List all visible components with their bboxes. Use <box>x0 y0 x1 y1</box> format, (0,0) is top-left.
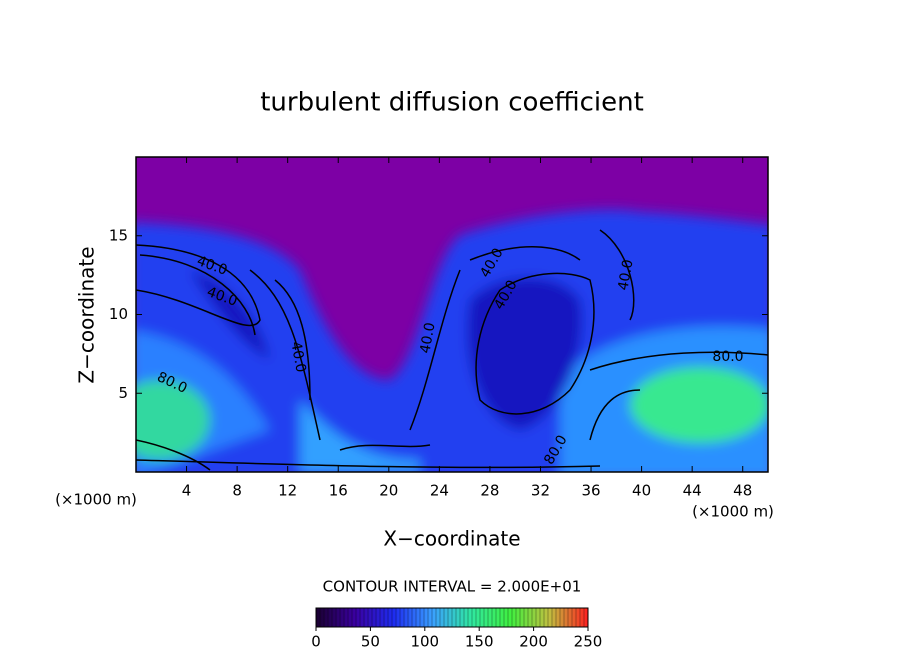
colorbar-tick-label: 150 <box>465 633 494 651</box>
y-tick-label: 5 <box>118 384 128 402</box>
colorbar-tick-label: 50 <box>361 633 380 651</box>
x-tick-label: 36 <box>581 482 600 500</box>
contour-field <box>136 157 768 472</box>
contour-label: 80.0 <box>712 349 743 365</box>
y-axis-label: Z−coordinate <box>75 246 99 383</box>
x-unit-label: (×1000 m) <box>55 491 137 509</box>
contour-label: 40.0 <box>615 258 636 291</box>
y-tick-label: 15 <box>109 226 128 244</box>
colorbar-tick-label: 250 <box>574 633 603 651</box>
x-tick-label: 8 <box>232 482 242 500</box>
x-tick-label: 4 <box>182 482 192 500</box>
contour-label: 40.0 <box>287 340 308 373</box>
x-tick-label: 32 <box>531 482 550 500</box>
x-axis-label: X−coordinate <box>383 527 520 551</box>
colorbar-tick-label: 0 <box>311 633 321 651</box>
contour-label: 40.0 <box>417 321 438 354</box>
y-tick-label: 10 <box>109 305 128 323</box>
x-tick-label: 24 <box>430 482 449 500</box>
chart-title: turbulent diffusion coefficient <box>260 88 644 118</box>
x-tick-label: 48 <box>733 482 752 500</box>
colorbar-tick-label: 100 <box>410 633 439 651</box>
contour-interval: CONTOUR INTERVAL = 2.000E+01 <box>323 578 582 596</box>
x-unit-label: (×1000 m) <box>692 503 774 521</box>
colorbar-tick-label: 200 <box>519 633 548 651</box>
x-tick-label: 40 <box>632 482 651 500</box>
x-tick-label: 12 <box>278 482 297 500</box>
x-tick-label: 28 <box>480 482 499 500</box>
x-tick-label: 16 <box>329 482 348 500</box>
x-tick-label: 20 <box>379 482 398 500</box>
x-tick-label: 44 <box>683 482 702 500</box>
